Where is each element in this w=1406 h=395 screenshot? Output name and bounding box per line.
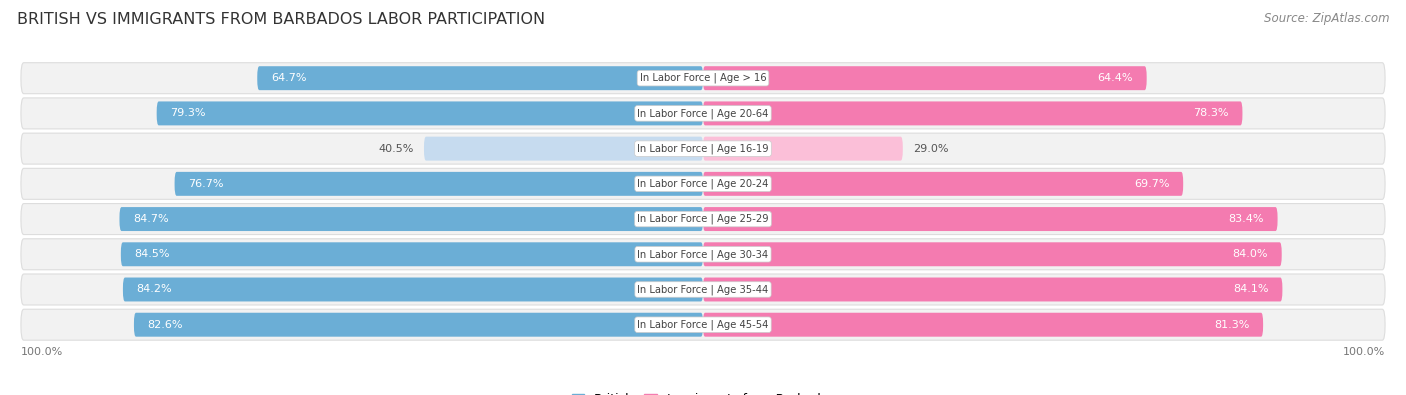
Text: 84.1%: 84.1% [1233,284,1268,295]
Text: 84.7%: 84.7% [134,214,169,224]
FancyBboxPatch shape [21,274,1385,305]
FancyBboxPatch shape [21,98,1385,129]
FancyBboxPatch shape [703,137,903,161]
Text: 64.4%: 64.4% [1098,73,1133,83]
Text: Source: ZipAtlas.com: Source: ZipAtlas.com [1264,12,1389,25]
Text: 40.5%: 40.5% [378,144,413,154]
FancyBboxPatch shape [21,239,1385,270]
Text: 78.3%: 78.3% [1194,108,1229,118]
FancyBboxPatch shape [703,207,1278,231]
FancyBboxPatch shape [21,133,1385,164]
Text: In Labor Force | Age 45-54: In Labor Force | Age 45-54 [637,320,769,330]
Text: 81.3%: 81.3% [1213,320,1250,330]
Text: In Labor Force | Age 30-34: In Labor Force | Age 30-34 [637,249,769,260]
Text: 84.2%: 84.2% [136,284,173,295]
Text: 64.7%: 64.7% [271,73,307,83]
Text: In Labor Force | Age 35-44: In Labor Force | Age 35-44 [637,284,769,295]
Text: In Labor Force | Age 25-29: In Labor Force | Age 25-29 [637,214,769,224]
Text: In Labor Force | Age 20-64: In Labor Force | Age 20-64 [637,108,769,118]
Text: BRITISH VS IMMIGRANTS FROM BARBADOS LABOR PARTICIPATION: BRITISH VS IMMIGRANTS FROM BARBADOS LABO… [17,12,546,27]
FancyBboxPatch shape [703,102,1243,125]
FancyBboxPatch shape [134,313,703,337]
FancyBboxPatch shape [21,309,1385,340]
Text: 69.7%: 69.7% [1133,179,1170,189]
FancyBboxPatch shape [120,207,703,231]
Text: 100.0%: 100.0% [1343,346,1385,357]
FancyBboxPatch shape [21,168,1385,199]
Text: 83.4%: 83.4% [1229,214,1264,224]
Text: 79.3%: 79.3% [170,108,205,118]
FancyBboxPatch shape [156,102,703,125]
FancyBboxPatch shape [703,66,1147,90]
FancyBboxPatch shape [21,63,1385,94]
Legend: British, Immigrants from Barbados: British, Immigrants from Barbados [572,393,834,395]
FancyBboxPatch shape [122,278,703,301]
Text: 82.6%: 82.6% [148,320,183,330]
FancyBboxPatch shape [703,313,1263,337]
FancyBboxPatch shape [703,278,1282,301]
Text: In Labor Force | Age 20-24: In Labor Force | Age 20-24 [637,179,769,189]
Text: In Labor Force | Age > 16: In Labor Force | Age > 16 [640,73,766,83]
FancyBboxPatch shape [21,203,1385,235]
Text: 100.0%: 100.0% [21,346,63,357]
Text: 84.0%: 84.0% [1233,249,1268,259]
Text: In Labor Force | Age 16-19: In Labor Force | Age 16-19 [637,143,769,154]
Text: 76.7%: 76.7% [188,179,224,189]
FancyBboxPatch shape [174,172,703,196]
Text: 29.0%: 29.0% [912,144,949,154]
Text: 84.5%: 84.5% [135,249,170,259]
FancyBboxPatch shape [121,242,703,266]
FancyBboxPatch shape [703,172,1184,196]
FancyBboxPatch shape [425,137,703,161]
FancyBboxPatch shape [703,242,1282,266]
FancyBboxPatch shape [257,66,703,90]
